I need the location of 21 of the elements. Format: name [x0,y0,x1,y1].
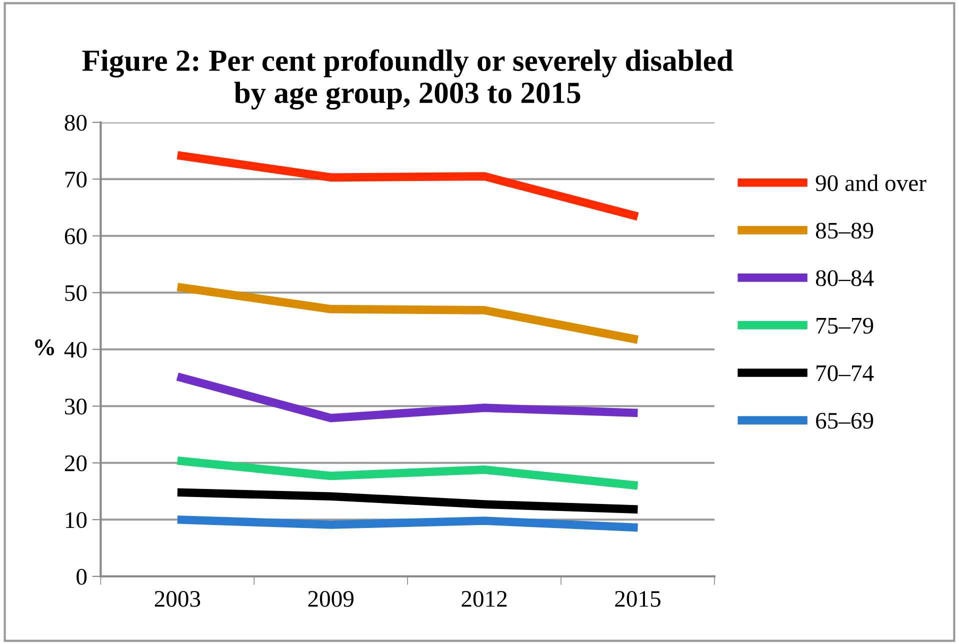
legend-label: 65–69 [816,412,874,429]
y-tick-label: 50 [65,285,87,302]
chart-title: Figure 2: Per cent profoundly or severely disabled by age group, 2003 to 2015 [82,49,734,110]
legend-label: 80–84 [816,270,874,286]
y-axis-title: % [35,339,54,356]
y-tick-label: 30 [65,398,87,415]
x-tick-label: 2009 [308,590,354,607]
y-tick-label: 80 [64,114,87,131]
legend-label: 75–79 [816,318,874,334]
legend-label: 85–89 [816,222,874,239]
x-tick-label: 2015 [615,590,660,607]
y-tick-label: 10 [66,512,87,528]
y-tick-label: 0 [76,568,87,585]
y-tick-label: 70 [65,172,87,188]
x-tick-label: 2003 [154,590,200,607]
y-tick-label: 40 [64,342,87,358]
legend-label: 70–74 [816,365,874,382]
y-tick-label: 60 [64,228,87,244]
legend-label: 90 and over [816,174,926,192]
x-tick-label: 2012 [462,590,507,607]
y-tick-label: 20 [64,455,87,472]
